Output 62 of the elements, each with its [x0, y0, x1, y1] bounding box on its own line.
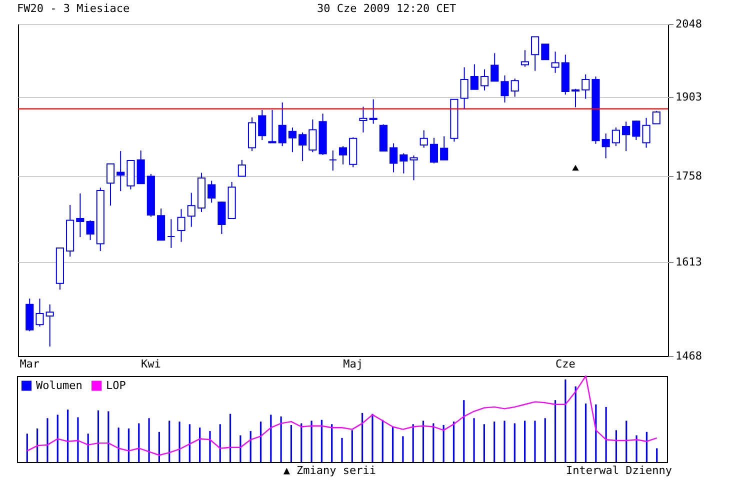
y-tick-label: 1613 [676, 256, 702, 269]
candlestick [268, 109, 276, 144]
candlestick [298, 132, 307, 162]
candlestick [76, 192, 84, 238]
candlestick [187, 192, 196, 228]
candlestick [510, 78, 519, 98]
y-tick-label: 1758 [676, 170, 702, 183]
candlestick [369, 98, 378, 124]
candlestick [470, 64, 478, 90]
candlestick [308, 118, 317, 153]
candlestick [167, 218, 176, 248]
x-tick-label: Mar [20, 358, 40, 370]
candlestick [430, 137, 438, 164]
candlestick [602, 133, 610, 159]
candlestick [278, 102, 286, 147]
y-tick-label: 1468 [676, 350, 702, 362]
candlestick [106, 163, 115, 206]
candlestick [208, 180, 216, 204]
candlestick [440, 136, 448, 160]
candlestick [288, 127, 296, 153]
candlestick [86, 220, 94, 241]
candlestick [36, 298, 44, 328]
candlestick [359, 106, 368, 133]
candlestick [46, 304, 54, 348]
candlestick [338, 146, 348, 165]
legend-label: LOP [106, 378, 126, 392]
candlestick [460, 66, 468, 110]
chart-title: FW20 - 3 Miesiace [17, 2, 130, 15]
candlestick [420, 130, 428, 148]
candlestick [490, 52, 499, 82]
x-tick-label: Cze [555, 358, 576, 370]
candlestick [328, 150, 337, 172]
legend-label: Wolumen [36, 378, 82, 392]
candlestick [480, 68, 489, 91]
text: 30 Cze 2009 12:20 CET [317, 2, 456, 15]
candlestick [500, 74, 509, 103]
candlestick [520, 50, 529, 68]
candlestick [390, 142, 398, 173]
candlestick [551, 51, 560, 74]
x-tick-label: Maj [343, 358, 364, 370]
candlestick [116, 150, 125, 192]
candlestick [622, 121, 630, 152]
candlestick [177, 208, 186, 242]
y-tick-label: 1903 [676, 90, 702, 104]
candlestick [410, 154, 418, 181]
text: ▲ Zmiany serii [283, 464, 376, 479]
candlestick [136, 150, 145, 184]
x-tick-label: Kwi [140, 358, 161, 370]
candlestick [218, 201, 226, 235]
candlestick [582, 74, 590, 100]
text: Interwal Dzienny [566, 464, 672, 479]
candlestick [541, 44, 550, 60]
candlestick [400, 152, 408, 174]
candlestick [571, 88, 580, 108]
candlestick [258, 109, 266, 141]
candlestick [632, 120, 640, 141]
candlestick [238, 159, 246, 177]
y-tick-label: 2048 [676, 18, 702, 30]
candlestick [652, 110, 660, 124]
candlestick [642, 117, 650, 148]
candlestick [531, 36, 540, 72]
candlestick [612, 127, 620, 147]
